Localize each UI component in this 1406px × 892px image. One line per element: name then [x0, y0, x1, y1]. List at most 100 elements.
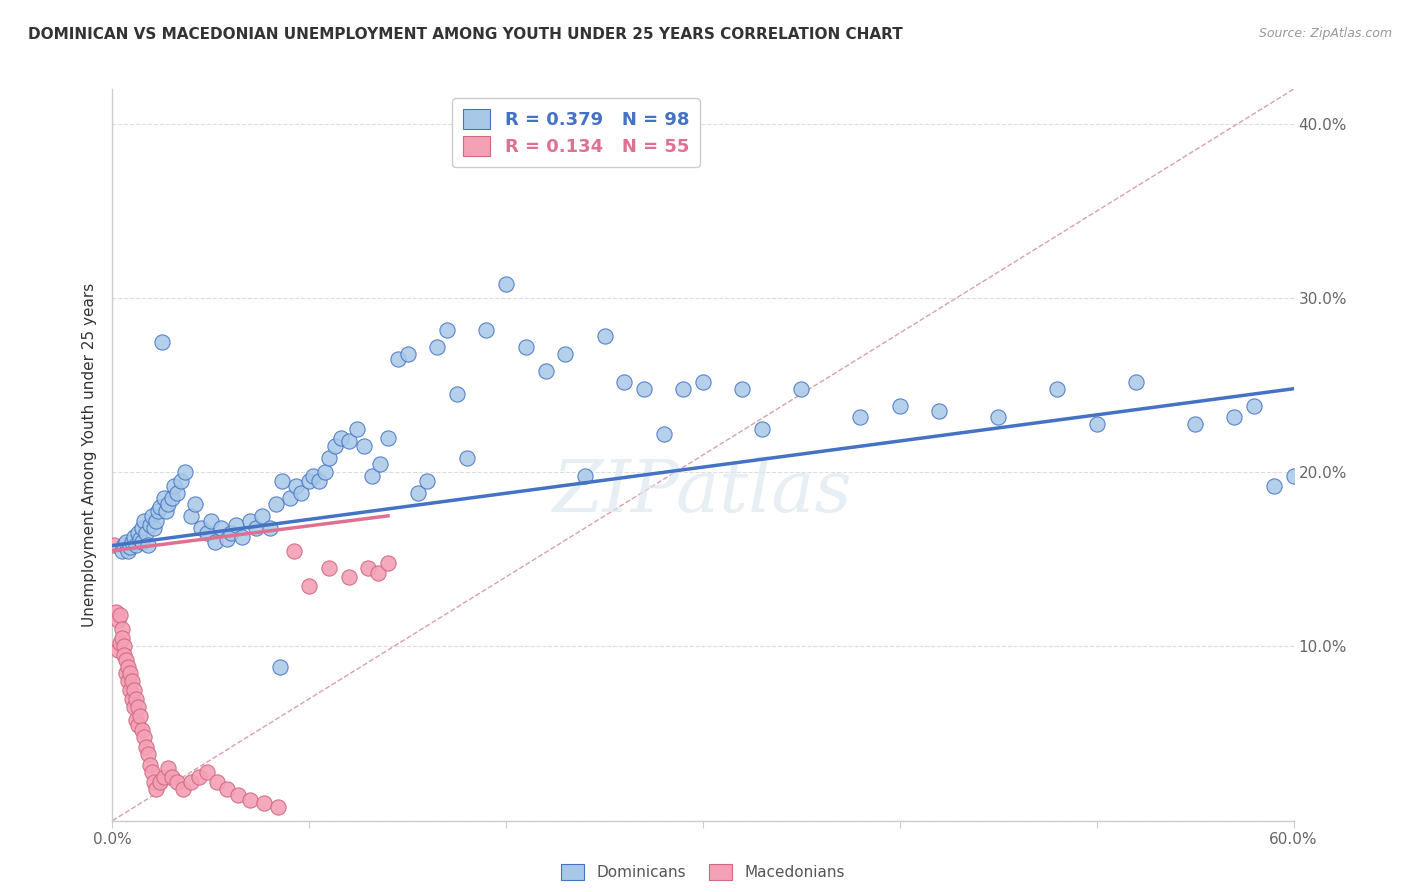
- Point: [225, 517, 247, 532]
- Point: [120, 665, 142, 680]
- Point: [353, 439, 375, 453]
- Point: [239, 793, 262, 807]
- Point: [127, 526, 149, 541]
- Point: [122, 530, 145, 544]
- Point: [987, 409, 1010, 424]
- Point: [269, 660, 291, 674]
- Point: [253, 796, 276, 810]
- Point: [215, 782, 238, 797]
- Point: [121, 674, 143, 689]
- Point: [337, 570, 360, 584]
- Point: [672, 382, 695, 396]
- Point: [155, 503, 177, 517]
- Point: [131, 521, 153, 535]
- Point: [259, 521, 281, 535]
- Point: [1085, 417, 1108, 431]
- Point: [264, 497, 287, 511]
- Point: [318, 561, 340, 575]
- Point: [357, 561, 380, 575]
- Point: [125, 539, 148, 553]
- Point: [416, 474, 439, 488]
- Point: [652, 427, 675, 442]
- Point: [160, 491, 183, 506]
- Point: [188, 770, 211, 784]
- Point: [323, 439, 346, 453]
- Point: [136, 747, 159, 762]
- Point: [406, 486, 429, 500]
- Point: [283, 543, 305, 558]
- Point: [142, 775, 165, 789]
- Point: [156, 761, 179, 775]
- Point: [377, 556, 399, 570]
- Point: [377, 430, 399, 444]
- Point: [367, 566, 389, 581]
- Point: [160, 770, 183, 784]
- Point: [1184, 417, 1206, 431]
- Point: [117, 660, 139, 674]
- Y-axis label: Unemployment Among Youth under 25 years: Unemployment Among Youth under 25 years: [82, 283, 97, 627]
- Point: [278, 491, 301, 506]
- Point: [215, 532, 238, 546]
- Point: [166, 775, 188, 789]
- Point: [135, 526, 157, 541]
- Point: [105, 605, 128, 619]
- Point: [139, 758, 162, 772]
- Point: [1243, 399, 1265, 413]
- Point: [228, 788, 250, 802]
- Point: [111, 631, 134, 645]
- Point: [298, 578, 321, 592]
- Text: DOMINICAN VS MACEDONIAN UNEMPLOYMENT AMONG YOUTH UNDER 25 YEARS CORRELATION CHAR: DOMINICAN VS MACEDONIAN UNEMPLOYMENT AMO…: [28, 27, 903, 42]
- Point: [849, 409, 872, 424]
- Point: [495, 277, 517, 292]
- Point: [267, 799, 290, 814]
- Point: [318, 451, 340, 466]
- Point: [145, 782, 167, 797]
- Point: [475, 322, 498, 336]
- Point: [121, 535, 143, 549]
- Point: [368, 457, 391, 471]
- Point: [115, 535, 138, 549]
- Point: [200, 514, 222, 528]
- Point: [1263, 479, 1285, 493]
- Point: [337, 434, 360, 448]
- Point: [122, 683, 145, 698]
- Point: [361, 468, 384, 483]
- Point: [146, 503, 169, 517]
- Point: [174, 466, 197, 480]
- Point: [127, 700, 149, 714]
- Point: [613, 375, 636, 389]
- Point: [103, 539, 125, 553]
- Point: [239, 514, 262, 528]
- Point: [180, 508, 202, 523]
- Point: [136, 539, 159, 553]
- Point: [387, 352, 409, 367]
- Point: [117, 674, 139, 689]
- Point: [928, 404, 950, 418]
- Point: [270, 474, 292, 488]
- Point: [180, 775, 202, 789]
- Point: [141, 508, 163, 523]
- Point: [396, 347, 419, 361]
- Point: [162, 479, 184, 493]
- Point: [115, 653, 138, 667]
- Point: [127, 718, 149, 732]
- Point: [152, 491, 174, 506]
- Point: [1223, 409, 1246, 424]
- Point: [1125, 375, 1147, 389]
- Point: [139, 517, 162, 532]
- Point: [209, 521, 232, 535]
- Point: [107, 643, 129, 657]
- Point: [446, 387, 468, 401]
- Point: [112, 648, 135, 663]
- Point: [111, 622, 134, 636]
- Point: [534, 364, 557, 378]
- Point: [195, 764, 218, 779]
- Point: [172, 782, 194, 797]
- Point: [170, 474, 193, 488]
- Point: [314, 466, 336, 480]
- Point: [290, 486, 312, 500]
- Point: [1046, 382, 1069, 396]
- Text: Source: ZipAtlas.com: Source: ZipAtlas.com: [1258, 27, 1392, 40]
- Point: [156, 497, 179, 511]
- Point: [166, 486, 188, 500]
